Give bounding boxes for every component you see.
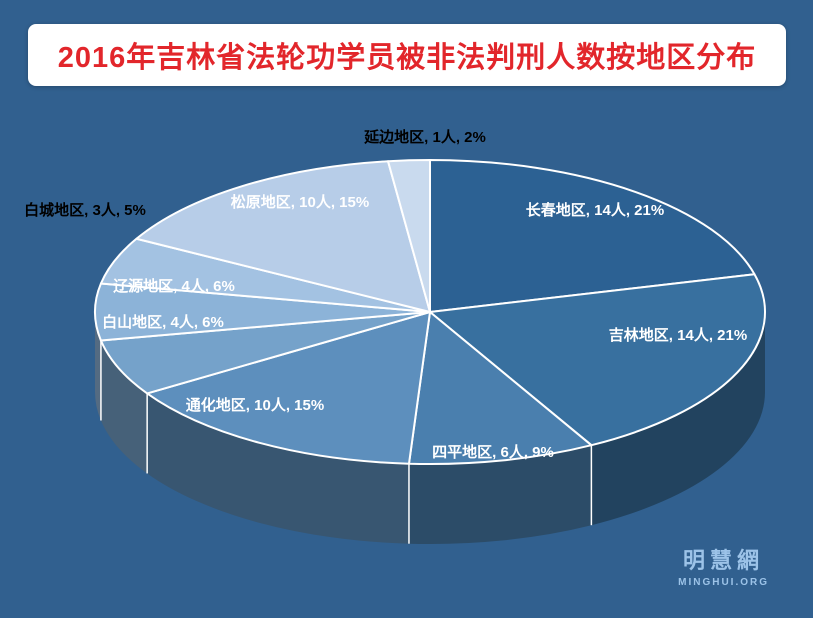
pie-side-tonghua xyxy=(147,393,409,544)
minghui-logo-text: 明慧網 xyxy=(683,548,765,573)
pie-slice-baishan xyxy=(99,311,431,395)
pie-label-changchun: 长春地区, 14人, 21% xyxy=(526,201,664,219)
pie-label-songyuan: 松原地区, 10人, 15% xyxy=(231,193,369,211)
pie-side-siping xyxy=(408,445,592,545)
pie-slice-tonghua xyxy=(146,311,431,465)
pie-slice-changchun xyxy=(429,159,756,313)
pie-label-baicheng: 白城地区, 3人, 5% xyxy=(24,201,146,219)
pie-side-jilin xyxy=(591,312,766,526)
minghui-site-text: MINGHUI.ORG xyxy=(678,577,769,588)
pie-label-baishan: 白山地区, 4人, 6% xyxy=(102,313,224,331)
pie-slice-liaoyuan xyxy=(94,282,431,342)
pie-label-liaoyuan: 辽源地区, 4人, 6% xyxy=(113,277,235,295)
minghui-watermark: 明慧網 MINGHUI.ORG xyxy=(678,543,769,588)
pie-label-jilin: 吉林地区, 14人, 21% xyxy=(609,326,747,344)
pie-label-siping: 四平地区, 6人, 9% xyxy=(432,443,554,461)
pie-label-tonghua: 通化地区, 10人, 15% xyxy=(186,396,324,414)
pie-slice-songyuan xyxy=(135,160,431,313)
pie-slice-jilin xyxy=(429,273,766,447)
chart-title-box: 2016年吉林省法轮功学员被非法判刑人数按地区分布 xyxy=(28,24,786,86)
pie-label-yanbian: 延边地区, 1人, 2% xyxy=(363,128,486,146)
chart-title: 2016年吉林省法轮功学员被非法判刑人数按地区分布 xyxy=(57,42,757,74)
pie-slice-yanbian xyxy=(387,159,431,313)
pie-slice-siping xyxy=(407,311,593,465)
pie-side-baishan xyxy=(100,340,148,474)
